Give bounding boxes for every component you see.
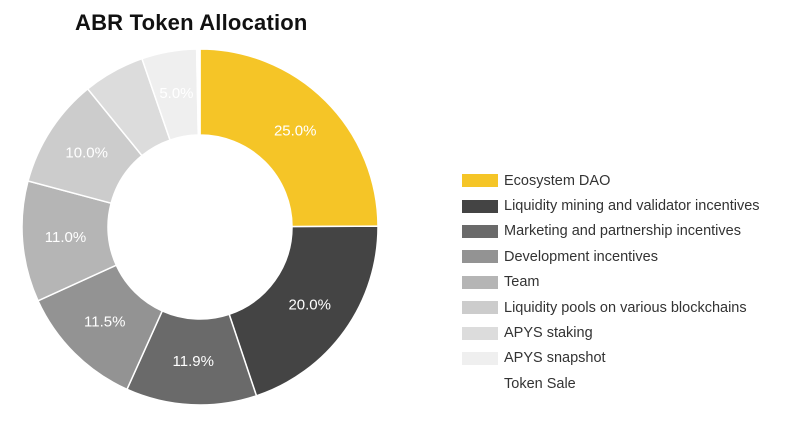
slice-liquidity-mining-and-validator-incentives <box>228 225 379 397</box>
legend-swatch <box>462 275 498 289</box>
legend-item: Development incentives <box>462 244 760 269</box>
legend-item: Ecosystem DAO <box>462 168 760 193</box>
legend-label: Ecosystem DAO <box>504 172 611 189</box>
legend-item: Marketing and partnership incentives <box>462 219 760 244</box>
legend-swatch <box>462 224 498 238</box>
legend-swatch <box>462 351 498 365</box>
legend-label: Token Sale <box>504 375 576 392</box>
legend-label: Development incentives <box>504 248 658 265</box>
slice-data-label: 20.0% <box>288 297 331 314</box>
slice-data-label: 11.0% <box>45 229 86 246</box>
slice-data-label: 25.0% <box>274 122 317 139</box>
slice-data-label: 11.5% <box>84 314 125 331</box>
legend-label: Marketing and partnership incentives <box>504 223 741 240</box>
legend-swatch <box>462 174 498 188</box>
slice-token-sale <box>195 48 201 136</box>
legend-label: Liquidity pools on various blockchains <box>504 299 747 316</box>
slice-data-label: 10.0% <box>65 145 108 162</box>
legend-swatch <box>462 326 498 340</box>
legend-swatch <box>462 377 498 391</box>
legend-item: Token Sale <box>462 371 760 396</box>
legend-item: APYS staking <box>462 320 760 345</box>
legend: Ecosystem DAO Liquidity mining and valida… <box>462 168 760 397</box>
legend-item: APYS snapshot <box>462 346 760 371</box>
legend-item: Team <box>462 270 760 295</box>
legend-swatch <box>462 301 498 315</box>
legend-label: Team <box>504 274 540 291</box>
slice-data-label: 5.0% <box>159 85 193 102</box>
legend-item: Liquidity pools on various blockchains <box>462 295 760 320</box>
chart-title: ABR Token Allocation <box>75 10 308 35</box>
legend-swatch <box>462 199 498 213</box>
legend-label: APYS snapshot <box>504 350 606 367</box>
legend-label: Liquidity mining and validator incentive… <box>504 198 760 215</box>
legend-label: APYS staking <box>504 325 593 342</box>
legend-swatch <box>462 250 498 264</box>
slice-data-label: 11.9% <box>173 353 214 370</box>
donut-chart: 25.0% 20.0% 11.9% 11.5% 11.0% 10.0% 5.0% <box>21 48 379 406</box>
legend-item: Liquidity mining and validator incentive… <box>462 193 760 218</box>
slice-ecosystem-dao <box>199 48 379 228</box>
